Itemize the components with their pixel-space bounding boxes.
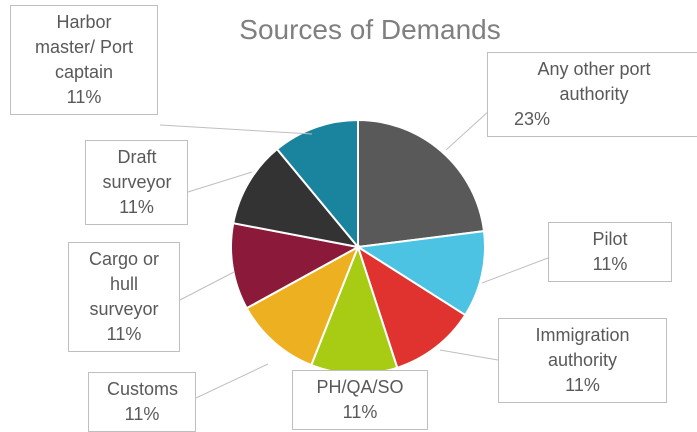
leader-line <box>195 363 269 399</box>
leader-line <box>187 171 253 193</box>
label-percent: 11% <box>66 87 102 107</box>
leader-line <box>179 271 235 301</box>
leader-line <box>481 257 549 284</box>
label-percent: 11% <box>106 324 142 344</box>
leader-line <box>159 124 313 135</box>
label-name: Draft surveyor <box>102 147 172 192</box>
label-percent: 11% <box>124 404 160 424</box>
label-name: Immigration authority <box>535 325 630 370</box>
label-name: Cargo or hull surveyor <box>88 249 160 319</box>
data-label: PH/QA/SO 11% <box>292 370 428 430</box>
data-label: Draft surveyor 11% <box>85 140 188 225</box>
label-percent: 11% <box>119 197 154 217</box>
pie-slice <box>356 244 467 370</box>
label-name: PH/QA/SO <box>316 377 404 397</box>
label-name: Any other port authority <box>537 59 651 104</box>
pie-slice <box>355 229 486 317</box>
data-label: Harbor master/ Port captain 11% <box>10 5 158 115</box>
label-name: Pilot <box>592 229 628 249</box>
label-percent: 11% <box>342 402 378 422</box>
data-label: Cargo or hull surveyor 11% <box>68 242 180 352</box>
label-percent: 11% <box>565 375 600 395</box>
leader-line <box>439 349 499 361</box>
label-name: Harbor master/ Port captain <box>34 12 134 82</box>
chart-title: Sources of Demands <box>239 14 501 45</box>
data-label: Pilot 11% <box>548 222 672 282</box>
data-label: Immigration authority 11% <box>498 318 667 403</box>
pie-slice <box>275 118 359 250</box>
pie-slice <box>357 118 486 249</box>
label-percent: 23% <box>514 109 551 129</box>
pie-slice <box>232 147 361 249</box>
data-label: Any other port authority 23% <box>487 52 697 137</box>
data-label: Customs 11% <box>88 372 196 432</box>
label-name: Customs <box>106 379 178 399</box>
pie-slice <box>245 244 360 367</box>
pie-slice <box>230 222 361 310</box>
label-percent: 11% <box>592 254 628 274</box>
leader-line <box>445 109 491 151</box>
